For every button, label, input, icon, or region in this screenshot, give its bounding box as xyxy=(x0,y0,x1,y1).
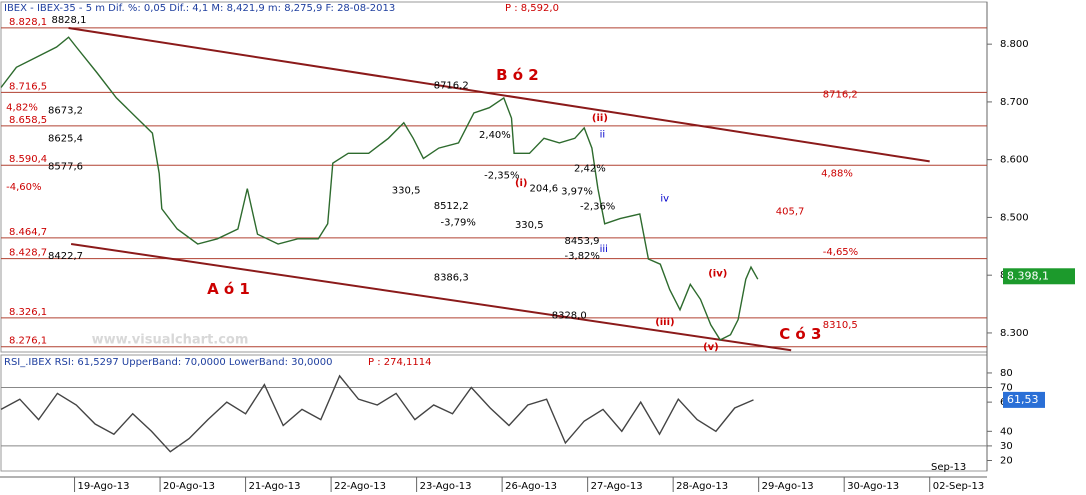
x-tick-label: 28-Ago-13 xyxy=(676,481,728,492)
annotation: 8577,6 xyxy=(48,162,83,173)
annotation: 2,40% xyxy=(479,130,511,141)
annotation: iv xyxy=(660,193,669,204)
annotation: 8328,0 xyxy=(552,311,587,322)
annotation: -4,65% xyxy=(823,247,858,258)
annotation: 8310,5 xyxy=(823,320,858,331)
last-value-box xyxy=(1003,391,1045,408)
x-tick-label: 27-Ago-13 xyxy=(591,481,643,492)
annotation: iii xyxy=(600,244,608,255)
annotation: 8716,2 xyxy=(823,89,858,100)
annotation: www.visualchart.com xyxy=(92,332,249,347)
y-tick-label: 70 xyxy=(1000,383,1013,394)
annotation: 330,5 xyxy=(392,185,421,196)
annotation: -2,36% xyxy=(580,201,615,212)
annotation: 8422,7 xyxy=(48,251,83,262)
annotation: 8625,4 xyxy=(48,133,83,144)
annotation: 8673,2 xyxy=(48,106,83,117)
level-label: 8.658,5 xyxy=(9,115,47,126)
annotation: -2,35% xyxy=(484,170,519,181)
x-tick-label: 30-Ago-13 xyxy=(847,481,899,492)
annotation: 4,88% xyxy=(821,169,853,180)
series-line xyxy=(0,374,754,453)
rsi-subtitle: P : 274,1114 xyxy=(368,357,431,368)
last-value-box xyxy=(1003,268,1075,285)
annotation: 2,42% xyxy=(574,163,606,174)
x-tick-label: 29-Ago-13 xyxy=(762,481,814,492)
annotation: (iv) xyxy=(708,268,727,279)
level-label: 8.464,7 xyxy=(9,227,47,238)
annotation: 4,82% xyxy=(6,103,38,114)
y-tick-label: 30 xyxy=(1000,441,1013,452)
annotation: 8828,1 xyxy=(51,15,86,26)
level-label: 8.428,7 xyxy=(9,248,47,259)
x-tick-label: 26-Ago-13 xyxy=(505,481,557,492)
price-title: IBEX - IBEX-35 - 5 m Dif. %: 0,05 Dif.: … xyxy=(4,3,395,14)
annotation: 8512,2 xyxy=(434,201,469,212)
trend-line xyxy=(68,27,930,163)
trend-line xyxy=(70,243,792,352)
x-tick-label: 22-Ago-13 xyxy=(334,481,386,492)
y-tick-label: 8.600 xyxy=(1000,155,1029,166)
y-tick-label: 8.300 xyxy=(1000,328,1029,339)
annotation: (v) xyxy=(703,342,719,353)
annotation: 204,6 xyxy=(529,184,558,195)
annotation: 8716,2 xyxy=(434,81,469,92)
y-tick-label: 20 xyxy=(1000,455,1013,466)
annotation: (ii) xyxy=(592,113,608,124)
y-tick-label: 8.800 xyxy=(1000,39,1029,50)
annotation: 330,5 xyxy=(515,220,544,231)
price-subtitle: P : 8,592,0 xyxy=(505,3,559,14)
y-tick-label: 8.700 xyxy=(1000,97,1029,108)
annotation: -3,82% xyxy=(565,251,600,262)
x-secondary-label: Sep-13 xyxy=(931,462,966,473)
annotation: ii xyxy=(600,129,606,140)
y-tick-label: 40 xyxy=(1000,426,1013,437)
x-tick-label: 20-Ago-13 xyxy=(163,481,215,492)
y-tick-label: 80 xyxy=(1000,368,1013,379)
level-label: 8.276,1 xyxy=(9,336,47,347)
level-label: 8.590,4 xyxy=(9,154,47,165)
series-line xyxy=(0,36,759,341)
level-label: 8.326,1 xyxy=(9,307,47,318)
level-label: 8.828,1 xyxy=(9,17,47,28)
annotation: 8453,9 xyxy=(565,236,600,247)
annotation: 3,97% xyxy=(561,186,593,197)
annotation: (iii) xyxy=(655,317,674,328)
last-value-label: 8.398,1 xyxy=(1007,269,1049,282)
annotation: B ó 2 xyxy=(496,66,539,84)
last-value-label: 61,53 xyxy=(1007,393,1039,406)
rsi-title: RSI_.IBEX RSI: 61,5297 UpperBand: 70,000… xyxy=(4,357,332,368)
x-tick-label: 21-Ago-13 xyxy=(249,481,301,492)
annotation: -4,60% xyxy=(6,182,41,193)
x-tick-label: 19-Ago-13 xyxy=(78,481,130,492)
y-tick-label: 8.500 xyxy=(1000,212,1029,223)
annotation: A ó 1 xyxy=(207,280,250,298)
annotation: 8386,3 xyxy=(434,272,469,283)
annotation: -3,79% xyxy=(441,218,476,229)
annotation: C ó 3 xyxy=(779,325,821,343)
x-tick-label: 23-Ago-13 xyxy=(420,481,472,492)
annotation: (i) xyxy=(515,178,528,189)
level-label: 8.716,5 xyxy=(9,81,47,92)
annotation: 405,7 xyxy=(776,207,805,218)
x-tick-label: 02-Sep-13 xyxy=(933,481,985,492)
